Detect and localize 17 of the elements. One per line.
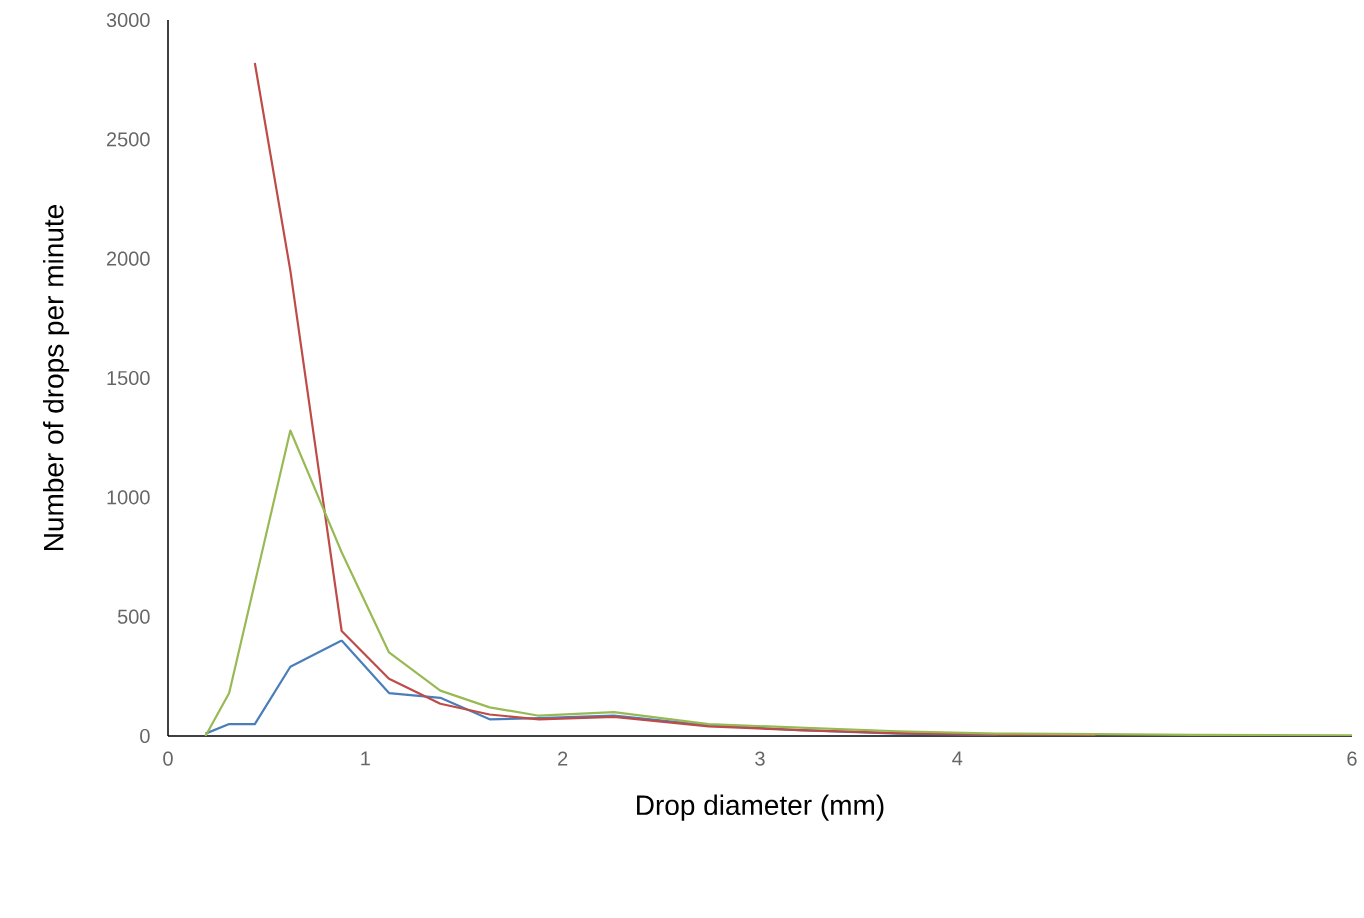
y-tick-label: 500 bbox=[117, 609, 150, 624]
x-tick-label: 2 bbox=[558, 751, 568, 766]
y-tick-label: 2000 bbox=[106, 251, 150, 266]
x-tick-label: 0 bbox=[163, 751, 173, 766]
x-axis-title: Drop diameter (mm) bbox=[637, 794, 884, 821]
y-tick-label: 1000 bbox=[107, 490, 150, 505]
x-tick-label: 6 bbox=[1347, 751, 1357, 766]
line-series bbox=[204, 429, 1352, 736]
line-series bbox=[253, 61, 1097, 736]
y-tick-label: 1500 bbox=[107, 370, 150, 386]
y-axis-title: Number of drops per minute bbox=[43, 205, 70, 551]
x-tick-label: 4 bbox=[952, 751, 963, 766]
x-tick-label: 3 bbox=[755, 751, 765, 766]
x-tick-label: 1 bbox=[361, 751, 370, 766]
y-tick-label: 3000 bbox=[106, 12, 150, 28]
y-tick-label: 0 bbox=[140, 728, 150, 744]
y-tick-label: 2500 bbox=[106, 132, 150, 147]
